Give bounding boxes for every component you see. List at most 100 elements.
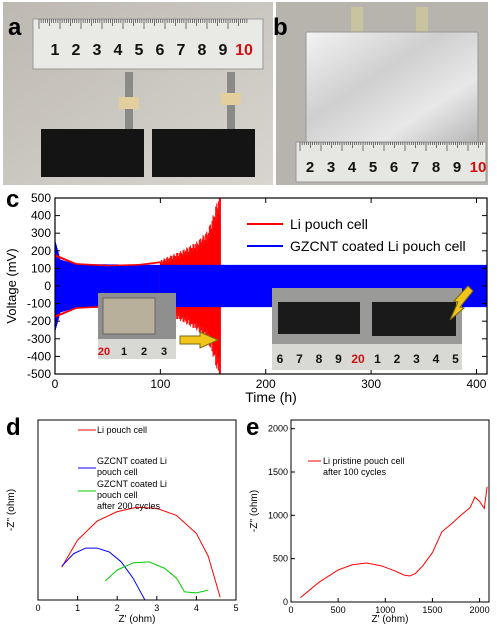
chart-d-xtick-label: 4 [194, 603, 199, 613]
legend-d-blue-text: GZCNT coated Li pouch cell [97, 456, 169, 477]
ruler-a-numbers: 1 2 3 4 5 6 7 8 9 10 [51, 42, 253, 59]
ruler-a [32, 18, 264, 70]
ruler-a-number: 5 [135, 42, 144, 59]
inset-photo-right: 6 7 8 9 20 1 2 3 4 5 [272, 288, 462, 370]
chart-c-xtick-label: 400 [466, 377, 486, 391]
chart-d-marks [61, 506, 221, 601]
inset-right-ruler-number: 5 [452, 352, 459, 366]
ruler-a-ticks [38, 19, 248, 29]
chart-c-ytick-label: -400 [27, 349, 51, 363]
chart-d-axes: 0 1 2 3 4 5 [35, 596, 239, 613]
panel-label-c: c [6, 186, 20, 213]
inset-right-ruler-number: 8 [316, 352, 323, 366]
inset-right-ruler-number: 9 [335, 352, 342, 366]
chart-d-xtick-label: 3 [154, 603, 159, 613]
chart-d-xtick-label: 1 [75, 603, 80, 613]
ruler-a-number: 3 [93, 42, 102, 59]
ruler-a-number: 4 [114, 42, 123, 59]
panel-label-d: d [6, 414, 21, 441]
chart-c-ytick-label: 400 [31, 209, 51, 223]
chart-c-ylabel: Voltage (mV) [4, 248, 19, 323]
chart-c-xtick-label: 300 [361, 377, 381, 391]
chart-c-ytick-label: -200 [27, 314, 51, 328]
chart-c-ytick-label: 500 [31, 191, 51, 205]
ruler-b-number: 9 [453, 159, 461, 176]
chart-e-ytick-label: 2000 [268, 424, 288, 434]
electrode-left [41, 129, 144, 177]
ruler-a-number: 8 [198, 42, 207, 59]
tab-b-right [416, 7, 428, 34]
ruler-b-number: 5 [369, 159, 377, 176]
photo-panel-b: 2 3 4 5 6 7 8 9 10 [276, 2, 488, 185]
inset-right-ruler-numbers: 6 7 8 9 20 1 2 3 4 5 [277, 352, 460, 366]
ruler-b-number: 3 [327, 159, 335, 176]
chart-c-ytick-label: -100 [27, 297, 51, 311]
chart-d-xlabel: Z' (ohm) [119, 614, 156, 625]
inset-left-ruler [98, 339, 176, 359]
ruler-a-number: 6 [156, 42, 165, 59]
inset-left-ruler-number: 1 [121, 346, 127, 358]
inset-left-ruler-number: 3 [161, 346, 167, 358]
inset-right-ruler-number: 6 [277, 352, 284, 366]
photo-a-svg: 1 2 3 4 5 6 7 8 9 10 [3, 2, 273, 185]
panel-label-b: b [273, 14, 288, 41]
chart-c-ytick-label: -500 [27, 367, 51, 381]
chart-c-ytick-label: -300 [27, 332, 51, 346]
arrow-left [179, 331, 220, 349]
tab-b-left [351, 7, 363, 34]
inset-right-electrode-1 [278, 302, 360, 334]
panel-label-a: a [8, 14, 22, 41]
legend-c-red-text: Li pouch cell [290, 216, 368, 232]
chart-e-xtick-label: 1500 [422, 605, 442, 615]
tape-right [221, 93, 241, 105]
inset-right-ruler-number: 1 [374, 352, 381, 366]
ruler-b-number: 10 [470, 159, 487, 176]
ruler-b-numbers: 2 3 4 5 6 7 8 9 10 [306, 159, 487, 176]
chart-d-xtick-label: 0 [35, 603, 40, 613]
inset-left-electrode [102, 297, 156, 335]
series-gzcnt-pouch-cell-overlay [159, 264, 225, 308]
chart-c-ytick-label: 100 [31, 261, 51, 275]
chart-e-xtick-label: 2000 [470, 605, 490, 615]
tape-left [119, 97, 139, 109]
chart-c: -500 -400 -300 -200 -100 0 100 200 300 400 500 0 100… [4, 191, 488, 405]
series-e-li-pristine-pouch-cell [300, 486, 488, 599]
ruler-a-number: 1 [51, 42, 60, 59]
legend-c-blue-text: GZCNT coated Li pouch cell [290, 238, 466, 254]
series-d-gzcnt-pouch-cell [61, 547, 146, 601]
photo-b-svg: 2 3 4 5 6 7 8 9 10 [276, 2, 488, 185]
inset-right-ruler-number: 3 [413, 352, 420, 366]
legend-e-text-2: after 100 cycles [323, 467, 387, 477]
chart-e-ytick-label: 1000 [268, 510, 288, 520]
ruler-a-number: 10 [235, 42, 253, 59]
ruler-b-number: 2 [306, 159, 314, 176]
photo-panel-a: 1 2 3 4 5 6 7 8 9 10 [3, 2, 273, 185]
chart-e-axes: 0 500 1000 1500 2000 0 500 1000 1500 2000 [268, 424, 490, 615]
chart-e-ylabel: -Z'' (ohm) [249, 490, 260, 532]
series-d-gzcnt-after-200-cycles [104, 561, 209, 594]
chart-e-ytick-label: 0 [283, 597, 288, 607]
inset-right-ruler-number: 20 [351, 352, 365, 366]
ruler-a-number: 9 [219, 42, 228, 59]
ruler-b-number: 6 [390, 159, 398, 176]
pouch-foil [305, 31, 479, 145]
ruler-a-number: 2 [72, 42, 81, 59]
chart-c-ytick-label: 200 [31, 244, 51, 258]
inset-right-ruler-number: 7 [296, 352, 303, 366]
ruler-b-number: 8 [432, 159, 440, 176]
chart-e-xtick-label: 1000 [375, 605, 395, 615]
ruler-b-ticks [299, 142, 483, 151]
chart-e-xtick-label: 500 [331, 605, 346, 615]
inset-left-ruler-number: 20 [98, 346, 110, 358]
chart-d-ylabel: -Z'' (ohm) [6, 489, 17, 531]
chart-e: 0 500 1000 1500 2000 0 500 1000 1500 2000 -Z'' (o… [249, 419, 490, 625]
legend-d-green-text: GZCNT coated Li pouch cell after 200 cyc… [97, 479, 169, 511]
ruler-b-number: 4 [348, 159, 357, 176]
chart-c-xtick-label: 200 [256, 377, 276, 391]
legend-d-red-text: Li pouch cell [97, 425, 147, 435]
chart-e-xtick-label: 0 [288, 605, 293, 615]
chart-c-axes: -500 -400 -300 -200 -100 0 100 200 300 400 500 0 100… [27, 191, 487, 391]
series-d-li-pouch-cell [61, 506, 221, 598]
chart-e-xlabel: Z' (ohm) [372, 614, 409, 625]
inset-right-ruler-number: 4 [433, 352, 440, 366]
